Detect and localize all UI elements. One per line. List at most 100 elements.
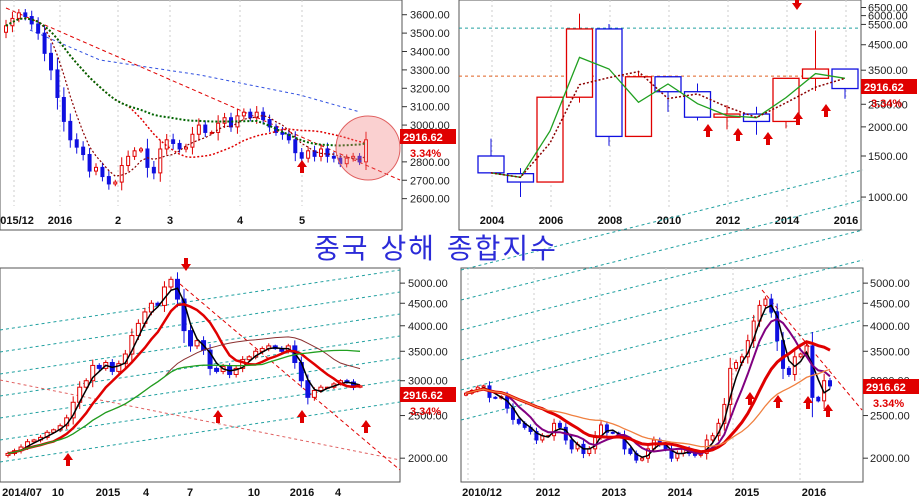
monthly-chart: 5000.004500.004000.003500.003000.002500.… <box>460 169 919 499</box>
last-price-label: 2916.62 <box>866 382 906 394</box>
candle <box>113 181 118 185</box>
candle <box>786 367 791 375</box>
y-tick-label: 2000.00 <box>870 453 910 465</box>
x-tick-label: 10 <box>248 487 260 499</box>
x-tick-label: 2012 <box>536 487 560 499</box>
x-tick-label: 2006 <box>539 215 563 227</box>
channel-line <box>0 379 401 441</box>
candle <box>100 166 105 178</box>
x-tick-label: 2016 <box>48 215 72 227</box>
x-tick-label: 4 <box>143 487 150 499</box>
candle <box>610 431 615 434</box>
ma-dotted <box>490 70 846 179</box>
candle <box>90 364 96 382</box>
candle <box>565 28 594 98</box>
buy-signal-arrow <box>745 392 755 405</box>
candle <box>828 380 832 387</box>
x-tick-label: 2 <box>115 215 121 227</box>
buy-signal-arrow <box>821 104 831 117</box>
channel-line <box>0 335 401 397</box>
chart-title: 중국 상해 종합지수 <box>314 232 558 265</box>
candle <box>569 439 574 450</box>
candle <box>214 367 220 372</box>
ma-purple <box>465 317 831 455</box>
buy-signal-arrow <box>763 132 773 145</box>
candle <box>181 298 187 332</box>
buy-signal-arrow <box>703 124 713 137</box>
candle <box>190 133 195 148</box>
candle <box>331 155 336 159</box>
x-tick-label: 2010/12 <box>462 487 502 499</box>
y-tick-label: 3600.00 <box>410 10 450 22</box>
candle <box>49 52 53 71</box>
y-tick-label: 1500.00 <box>868 151 908 163</box>
x-tick-label: 2012 <box>716 215 740 227</box>
x-tick-label: 2016 <box>290 487 314 499</box>
candle <box>772 77 800 123</box>
x-tick-label: 2014 <box>775 215 800 227</box>
candle <box>552 422 557 437</box>
candle <box>55 69 60 98</box>
ma-green <box>490 56 846 179</box>
candle <box>16 12 21 19</box>
yearly-chart: 6500.006000.005500.004500.003500.003000.… <box>459 0 917 227</box>
candle <box>493 396 498 399</box>
candle <box>31 439 37 443</box>
ma-green <box>7 349 361 455</box>
y-tick-label: 5000.00 <box>870 278 910 290</box>
trendline <box>179 283 401 471</box>
candle <box>299 152 304 159</box>
candle <box>775 311 780 342</box>
buy-signal-arrow <box>733 128 743 141</box>
ma20 <box>5 17 367 159</box>
candle <box>274 126 278 133</box>
channel-line <box>0 269 401 331</box>
x-tick-label: 4 <box>237 215 244 227</box>
candle <box>804 345 809 355</box>
candle <box>318 386 324 392</box>
weekly-chart: 5000.00 4500.00 4000.00 3500.00 3000.00 2500.… <box>0 258 456 499</box>
y-tick-label: 4000.00 <box>408 321 448 333</box>
x-tick-label: 3 <box>167 215 173 227</box>
trendline <box>0 379 401 461</box>
last-change-label: 3.34% <box>410 148 441 160</box>
candle <box>640 457 645 461</box>
candle <box>116 363 122 372</box>
x-tick-label: 2010 <box>657 215 681 227</box>
candle <box>42 32 47 54</box>
last-price-tag <box>400 129 456 144</box>
x-tick-label: 10 <box>52 487 64 499</box>
last-price-tag <box>400 387 456 402</box>
daily-chart: 3600.00 3500.00 3400.00 3300.00 3200.00 3100.… <box>0 0 456 227</box>
candle <box>536 96 564 183</box>
candle <box>481 385 486 388</box>
monthly-panel-frame <box>460 267 864 483</box>
y-tick-label: 3500.00 <box>408 346 448 358</box>
candle <box>248 111 253 119</box>
highlight-circle <box>335 115 401 181</box>
y-tick-label: 2000.00 <box>868 122 908 134</box>
buy-signal-arrow <box>793 112 803 125</box>
y-tick-label: 2600.00 <box>410 194 450 206</box>
y-tick-label: 3500.00 <box>410 28 450 40</box>
buy-signal-arrow <box>297 410 307 423</box>
y-tick-label: 3500.00 <box>870 346 910 358</box>
candle <box>96 364 102 369</box>
x-tick-label: 2013 <box>602 487 626 499</box>
candle <box>810 345 815 398</box>
buy-signal-arrow <box>361 420 371 433</box>
candle <box>246 356 252 361</box>
weekly-panel-frame <box>0 267 401 483</box>
candle <box>763 298 768 306</box>
candle <box>267 119 272 128</box>
candle <box>68 120 73 141</box>
x-tick-label: 2015/12 <box>0 215 34 227</box>
candle <box>816 396 821 402</box>
candle <box>74 139 79 148</box>
candle <box>604 424 609 433</box>
buy-signal-arrow <box>297 160 307 173</box>
candle <box>168 278 174 288</box>
candle <box>344 157 349 165</box>
candle <box>23 12 28 18</box>
ma-black <box>7 287 361 455</box>
